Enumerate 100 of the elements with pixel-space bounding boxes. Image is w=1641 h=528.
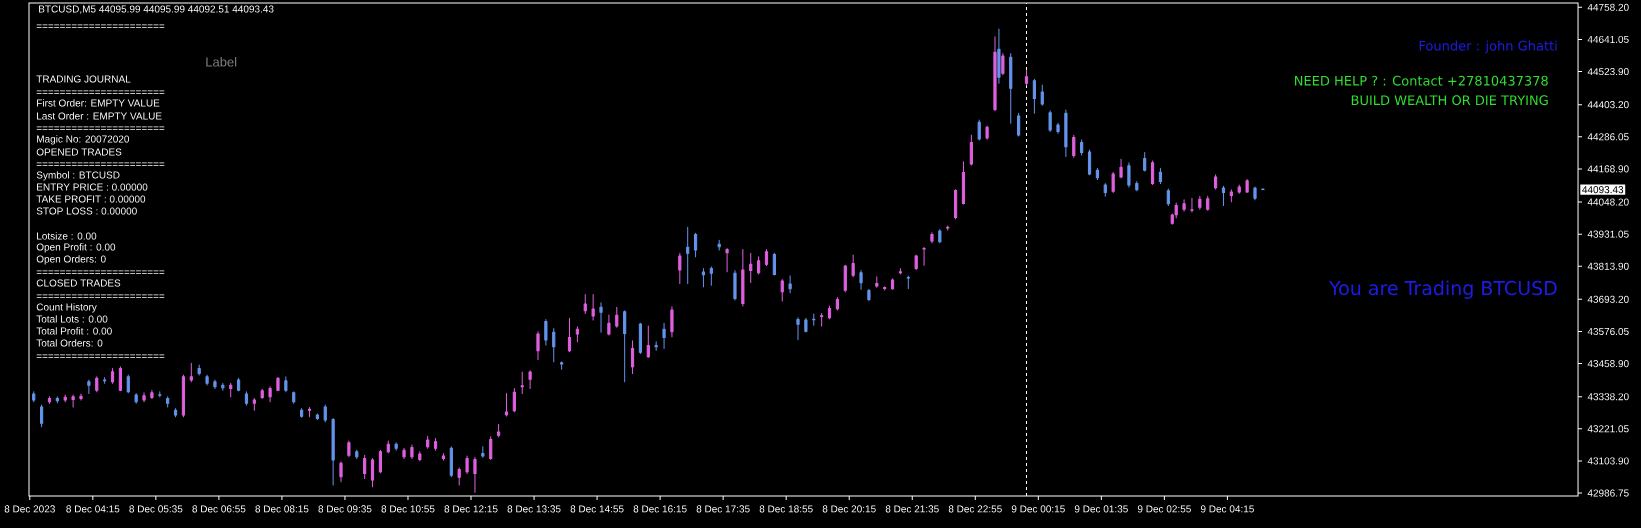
candlestick bbox=[55, 396, 59, 404]
x-tick-label: 8 Dec 08:15 bbox=[255, 505, 309, 513]
candlestick bbox=[1253, 186, 1257, 201]
candlestick bbox=[536, 331, 540, 360]
candlestick bbox=[946, 225, 950, 231]
candlestick bbox=[236, 377, 241, 392]
candlestick bbox=[670, 306, 674, 338]
candlestick bbox=[126, 374, 130, 394]
candlestick bbox=[339, 461, 343, 483]
candlestick bbox=[457, 467, 461, 486]
candlestick bbox=[40, 404, 44, 428]
annotation: STOP LOSS : 0.00000 bbox=[36, 207, 137, 215]
candlestick bbox=[883, 286, 887, 291]
candlestick bbox=[630, 340, 635, 374]
candlestick bbox=[1245, 179, 1249, 193]
candlestick bbox=[307, 406, 312, 418]
candlestick bbox=[331, 417, 335, 486]
candlestick bbox=[827, 305, 832, 320]
annotation: You are Trading BTCUSD bbox=[1329, 280, 1557, 299]
candlestick bbox=[1190, 197, 1194, 213]
annotation: Lotsize : 0.00 bbox=[37, 232, 97, 240]
candlestick bbox=[378, 449, 383, 474]
candlestick bbox=[922, 246, 926, 266]
x-tick-label: 8 Dec 2023 bbox=[4, 505, 55, 513]
x-tick-label: 8 Dec 18:55 bbox=[759, 505, 813, 513]
x-tick-label: 9 Dec 00:15 bbox=[1011, 505, 1065, 513]
annotation: Total Lots : 0.00 bbox=[36, 315, 108, 323]
candlestick bbox=[32, 391, 36, 403]
candlestick bbox=[1198, 195, 1202, 210]
candlestick bbox=[87, 379, 91, 394]
candlestick bbox=[292, 391, 296, 404]
candlestick bbox=[268, 386, 272, 403]
candlestick bbox=[843, 264, 847, 293]
y-tick-label: 44758.20 bbox=[1587, 3, 1629, 11]
candlestick bbox=[953, 188, 958, 220]
candlestick bbox=[410, 444, 414, 459]
annotation: Open Profit : 0.00 bbox=[36, 243, 116, 253]
candlestick bbox=[134, 392, 138, 404]
candlestick bbox=[623, 310, 627, 383]
y-tick-label: 44286.05 bbox=[1587, 133, 1629, 141]
candlestick bbox=[662, 322, 666, 349]
candlestick bbox=[473, 456, 477, 493]
candlestick bbox=[1119, 158, 1123, 179]
candlestick bbox=[347, 440, 351, 458]
candlestick bbox=[1017, 112, 1021, 137]
x-tick-label: 8 Dec 21:35 bbox=[885, 505, 939, 513]
candlestick bbox=[575, 326, 579, 343]
candlestick bbox=[851, 254, 855, 278]
candlestick bbox=[567, 317, 572, 353]
y-tick-label: 42986.75 bbox=[1587, 489, 1629, 497]
candlestick bbox=[1040, 84, 1044, 106]
y-tick-label: 43576.05 bbox=[1587, 327, 1629, 336]
x-tick-label: 8 Dec 09:35 bbox=[318, 505, 372, 513]
candlestick bbox=[615, 306, 619, 328]
candlestick bbox=[914, 254, 918, 271]
x-tick-label: 9 Dec 02:55 bbox=[1137, 505, 1191, 513]
candlestick bbox=[71, 394, 75, 408]
x-tick-label: 8 Dec 12:15 bbox=[444, 505, 498, 513]
y-tick-label: 44048.20 bbox=[1587, 198, 1629, 206]
candlestick bbox=[166, 396, 170, 408]
candlestick bbox=[252, 397, 256, 411]
candlestick bbox=[867, 288, 871, 302]
candlestick bbox=[181, 374, 186, 418]
candlestick bbox=[906, 275, 910, 289]
candlestick bbox=[780, 278, 784, 302]
annotation: BUILD WEALTH OR DIE TRYING bbox=[1351, 95, 1548, 106]
candlestick bbox=[993, 36, 997, 112]
candlestick bbox=[118, 366, 122, 392]
annotation: Magic No: 20072020 bbox=[37, 135, 130, 145]
candlestick bbox=[323, 404, 327, 423]
y-tick-label: 43693.20 bbox=[1587, 295, 1629, 303]
y-tick-label: 43338.20 bbox=[1587, 393, 1629, 401]
candlestick bbox=[1001, 52, 1005, 76]
candlestick bbox=[1229, 189, 1233, 203]
candlestick bbox=[370, 457, 375, 488]
candlestick bbox=[465, 455, 469, 475]
candlestick bbox=[1221, 185, 1226, 207]
y-tick-label: 43221.05 bbox=[1587, 425, 1629, 433]
candlestick bbox=[1080, 139, 1084, 156]
candlestick bbox=[1158, 167, 1163, 184]
candlestick bbox=[961, 161, 966, 205]
annotation: TAKE PROFIT : 0.00000 bbox=[36, 195, 146, 203]
candlestick bbox=[158, 391, 162, 398]
x-tick-label: 8 Dec 14:55 bbox=[570, 505, 624, 513]
candlestick bbox=[764, 248, 769, 266]
candlestick bbox=[796, 317, 800, 340]
candlestick bbox=[985, 125, 989, 140]
x-tick-label: 8 Dec 22:55 bbox=[948, 505, 1002, 513]
candlestick bbox=[142, 392, 146, 403]
candlestick bbox=[205, 374, 209, 386]
candlestick bbox=[820, 312, 824, 327]
candlestick bbox=[1166, 188, 1170, 207]
x-tick-label: 8 Dec 13:35 bbox=[507, 505, 561, 513]
candlestick bbox=[1024, 69, 1029, 86]
candlestick bbox=[300, 408, 304, 418]
candlestick bbox=[433, 437, 438, 451]
candlestick bbox=[1064, 109, 1068, 158]
candlestick bbox=[686, 226, 690, 284]
candlestick bbox=[599, 302, 603, 333]
candlestick bbox=[276, 377, 280, 392]
